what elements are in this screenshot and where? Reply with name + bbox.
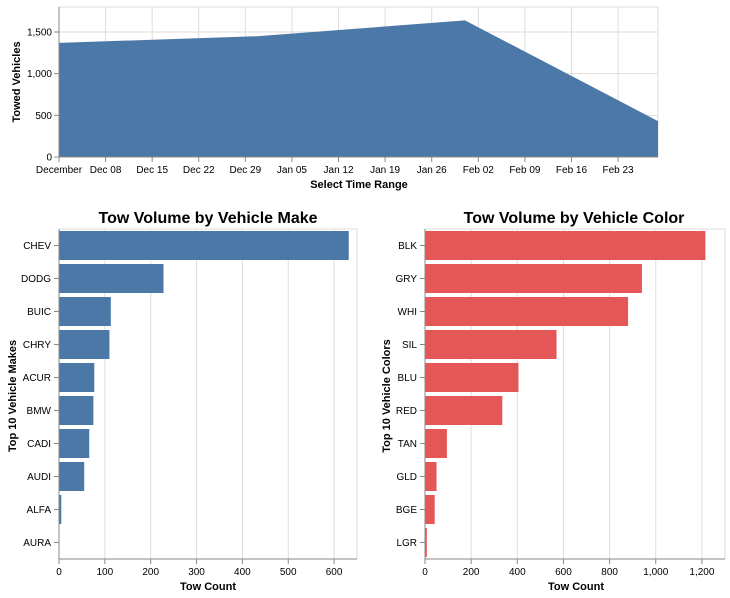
color-bar-blu	[425, 363, 519, 392]
color-y-tick-label: BGE	[396, 505, 417, 516]
color-bar-tan	[425, 429, 447, 458]
color-bar-sil	[425, 330, 557, 359]
color-x-axis-title: Tow Count	[548, 581, 604, 593]
color-x-axis: 0 200 400 600 800 1,000 1,200	[422, 558, 725, 578]
area-y-tick-label: 0	[46, 153, 52, 164]
color-bar-lgr	[425, 528, 427, 557]
make-x-tick-label: 0	[56, 567, 62, 578]
area-x-tick-label: Feb 09	[509, 165, 541, 176]
make-bar-buic	[59, 297, 111, 326]
make-x-axis: 0 100 200 300 400 500 600	[56, 558, 357, 578]
area-y-axis: 0 500 1,000 1,500	[27, 7, 60, 164]
color-x-tick-label: 0	[422, 567, 428, 578]
color-bar-blk	[425, 231, 706, 260]
make-bar-audi	[59, 462, 85, 491]
area-x-axis: December Dec 08 Dec 15 Dec 22 Dec 29 Jan 05 Ja…	[36, 156, 658, 176]
color-bar-gry	[425, 264, 642, 293]
area-y-tick-label: 1,000	[27, 69, 52, 80]
make-chart-title: Tow Volume by Vehicle Make	[98, 210, 317, 227]
make-bars	[59, 231, 349, 557]
color-y-tick-label: SIL	[402, 340, 417, 351]
make-x-tick-label: 300	[188, 567, 205, 578]
make-bar-chev	[59, 231, 349, 260]
make-y-tick-label: CHEV	[23, 241, 51, 252]
area-series-towed-vehicles	[59, 20, 658, 158]
make-bar-chry	[59, 330, 110, 359]
color-bar-bge	[425, 495, 435, 524]
area-x-tick-label: Feb 23	[602, 165, 634, 176]
area-x-tick-label: Dec 29	[230, 165, 262, 176]
make-y-tick-label: ALFA	[27, 505, 52, 516]
color-y-axis: BLK GRY WHI SIL BLU RED TAN GLD BGE LGR	[396, 229, 426, 559]
make-bar-chart: Tow Volume by Vehicle Make 0 100 200 300 400…	[7, 210, 358, 593]
make-y-axis: CHEV DODG BUIC CHRY ACUR BMW CADI AUDI ALFA AURA	[21, 229, 60, 559]
area-x-tick-label: Jan 19	[370, 165, 400, 176]
make-y-axis-title: Top 10 Vehicle Makes	[7, 340, 19, 452]
area-x-tick-label: Jan 12	[324, 165, 354, 176]
make-x-tick-label: 600	[326, 567, 343, 578]
color-x-tick-label: 200	[463, 567, 480, 578]
area-y-axis-title: Towed Vehicles	[11, 41, 23, 122]
area-x-tick-label: Dec 08	[90, 165, 122, 176]
area-chart: December Dec 08 Dec 15 Dec 22 Dec 29 Jan 05 Ja…	[11, 6, 659, 191]
make-bar-bmw	[59, 396, 94, 425]
area-x-tick-label: December	[36, 165, 83, 176]
make-x-tick-label: 200	[142, 567, 159, 578]
area-y-tick-label: 1,500	[27, 28, 52, 39]
make-bar-acur	[59, 363, 95, 392]
color-y-tick-label: LGR	[396, 538, 417, 549]
color-bar-red	[425, 396, 503, 425]
make-x-tick-label: 500	[280, 567, 297, 578]
color-y-tick-label: BLK	[398, 241, 417, 252]
make-y-tick-label: AUDI	[27, 472, 51, 483]
make-y-tick-label: CADI	[27, 439, 51, 450]
color-x-tick-label: 1,000	[643, 567, 668, 578]
color-y-axis-title: Top 10 Vehicle Colors	[381, 339, 393, 453]
make-y-tick-label: DODG	[21, 274, 51, 285]
area-x-tick-label: Feb 02	[463, 165, 495, 176]
make-x-tick-label: 100	[97, 567, 114, 578]
color-chart-title: Tow Volume by Vehicle Color	[464, 210, 685, 227]
make-bar-dodg	[59, 264, 164, 293]
area-x-tick-label: Feb 16	[556, 165, 588, 176]
color-bar-gld	[425, 462, 437, 491]
make-y-tick-label: BUIC	[27, 307, 51, 318]
color-x-tick-label: 800	[601, 567, 618, 578]
color-y-tick-label: WHI	[398, 307, 417, 318]
color-y-tick-label: GRY	[396, 274, 418, 285]
area-x-tick-label: Jan 26	[417, 165, 447, 176]
area-x-tick-label: Jan 05	[277, 165, 307, 176]
area-x-tick-label: Dec 22	[183, 165, 215, 176]
make-bar-alfa	[59, 495, 62, 524]
color-x-tick-label: 600	[555, 567, 572, 578]
color-y-tick-label: BLU	[398, 373, 417, 384]
color-x-tick-label: 1,200	[689, 567, 714, 578]
area-y-tick-label: 500	[35, 111, 52, 122]
color-x-tick-label: 400	[509, 567, 526, 578]
area-x-tick-label: Dec 15	[136, 165, 168, 176]
color-bar-chart: Tow Volume by Vehicle Color 0 200 400 600 80…	[381, 210, 726, 593]
color-y-tick-label: RED	[396, 406, 417, 417]
make-y-tick-label: BMW	[27, 406, 52, 417]
color-bar-whi	[425, 297, 629, 326]
make-x-axis-title: Tow Count	[180, 581, 236, 593]
color-y-tick-label: TAN	[398, 439, 417, 450]
color-bars	[425, 231, 706, 557]
make-y-tick-label: AURA	[23, 538, 51, 549]
area-x-axis-title: Select Time Range	[310, 179, 408, 191]
make-x-tick-label: 400	[234, 567, 251, 578]
make-y-tick-label: ACUR	[23, 373, 51, 384]
make-bar-cadi	[59, 429, 90, 458]
color-y-tick-label: GLD	[396, 472, 417, 483]
make-y-tick-label: CHRY	[23, 340, 51, 351]
